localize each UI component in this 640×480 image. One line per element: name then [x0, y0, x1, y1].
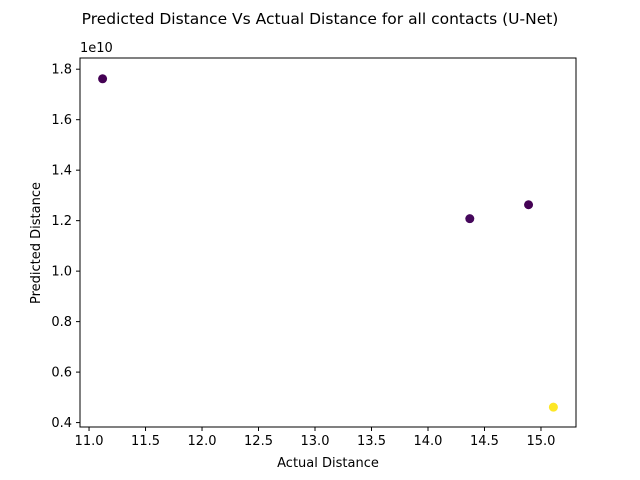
plot-frame	[79, 57, 577, 428]
x-tick-label: 11.0	[75, 434, 104, 449]
x-tick-label: 14.5	[470, 434, 499, 449]
x-axis-ticks: 11.0 11.5 12.0 12.5 13.0 13.5 14.0 14.5 15.0	[75, 427, 555, 449]
x-tick-label: 15.0	[526, 434, 555, 449]
y-tick-label: 1.6	[51, 113, 72, 128]
y-tick-label: 0.8	[51, 315, 72, 330]
plot-area	[79, 57, 577, 428]
data-point-3	[524, 200, 534, 210]
x-tick-label: 13.5	[357, 434, 386, 449]
data-point-2	[465, 214, 475, 224]
x-tick-label: 13.0	[301, 434, 330, 449]
data-point-1	[98, 74, 108, 84]
y-tick-label: 1.4	[51, 164, 72, 179]
x-axis-label: Actual Distance	[277, 456, 379, 471]
y-tick-label: 1.8	[51, 63, 72, 78]
y-axis-ticks: 0.4 0.6 0.8 1.0 1.2 1.4 1.6 1.8	[51, 63, 80, 431]
data-point-4	[548, 402, 558, 412]
data-points	[98, 74, 558, 412]
y-tick-label: 1.0	[51, 265, 72, 280]
x-tick-label: 11.5	[131, 434, 160, 449]
x-tick-label: 12.5	[244, 434, 273, 449]
x-tick-label: 14.0	[414, 434, 443, 449]
y-tick-label: 0.6	[51, 366, 72, 381]
y-axis-label: Predicted Distance	[29, 182, 44, 304]
chart-title: Predicted Distance Vs Actual Distance fo…	[82, 10, 559, 28]
x-tick-label: 12.0	[188, 434, 217, 449]
y-tick-label: 1.2	[51, 214, 72, 229]
y-axis-offset-label: 1e10	[80, 41, 113, 56]
y-tick-label: 0.4	[51, 416, 72, 431]
